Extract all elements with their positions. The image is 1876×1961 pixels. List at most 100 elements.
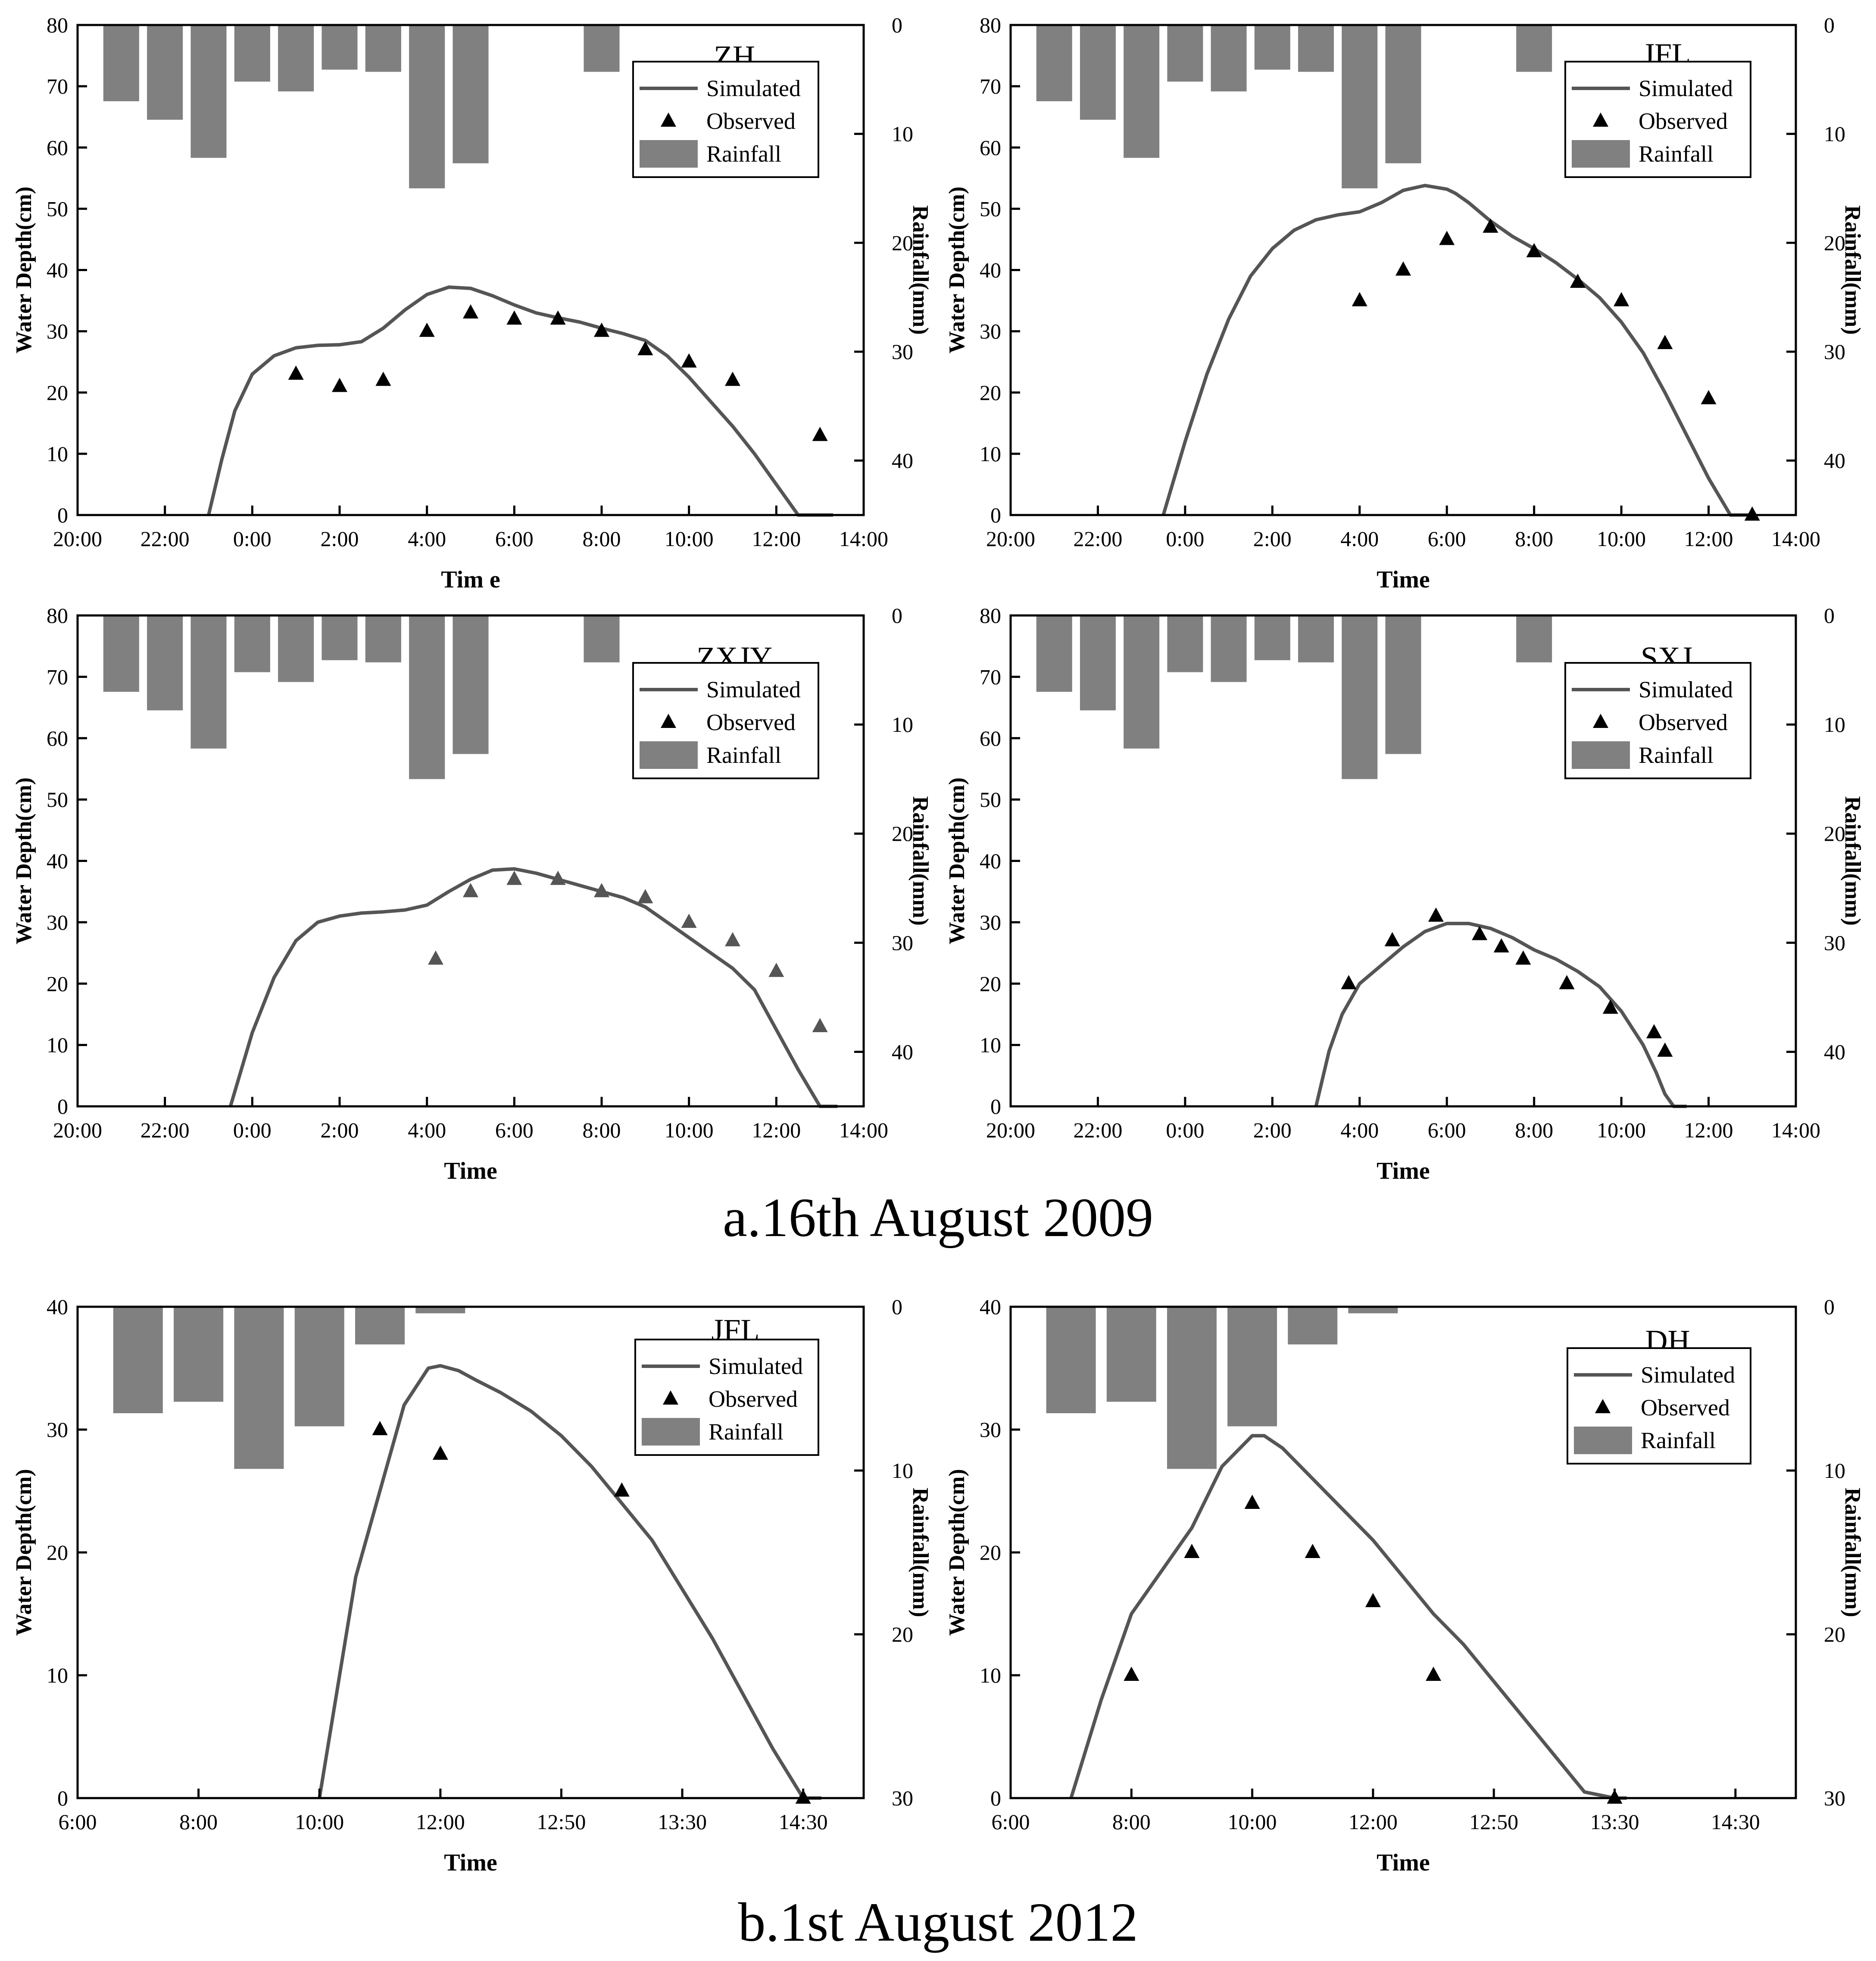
y2-tick-label: 20: [892, 821, 913, 846]
rainfall-bar: [322, 25, 358, 70]
y-tick-label: 40: [980, 1295, 1001, 1319]
observed-marker: [1701, 390, 1717, 404]
x-tick-label: 22:00: [140, 1118, 190, 1142]
observed-marker: [594, 322, 609, 337]
x-tick-label: 12:00: [752, 1118, 801, 1142]
y-tick-label: 30: [980, 1418, 1001, 1442]
observed-marker: [1515, 950, 1531, 965]
legend-swatch-rainfall: [1572, 140, 1630, 168]
x-tick-label: 4:00: [1340, 527, 1379, 551]
y-tick-label: 0: [990, 503, 1001, 527]
observed-marker: [428, 950, 443, 965]
legend-label: Simulated: [1641, 1362, 1735, 1388]
chart-a-zh: 20:00 22:00 0:00 2:00 4:00 6:00 8:00 10:00 12:00…: [12, 13, 933, 593]
legend-label: Observed: [1641, 1395, 1730, 1421]
rainfall-bar: [294, 1307, 344, 1427]
x-tick-label: 10:00: [1597, 1118, 1646, 1142]
simulated-line: [318, 1364, 821, 1800]
x-tick-label: 8:00: [1515, 527, 1553, 551]
rainfall-bar: [415, 1307, 465, 1314]
x-tick-label: 0:00: [233, 1118, 272, 1142]
rainfall-bar: [190, 25, 227, 158]
y2-tick-label: 30: [892, 340, 913, 364]
x-tick-label: 2:00: [321, 527, 359, 551]
simulated-line: [207, 285, 833, 517]
x-tick-label: 4:00: [408, 527, 446, 551]
y2-tick-label: 40: [892, 449, 913, 473]
rainfall-bar: [453, 25, 489, 163]
observed-marker: [506, 310, 522, 325]
y-tick-label: 20: [47, 971, 68, 996]
rainfall-bar: [234, 1307, 284, 1469]
observed-marker: [1244, 1495, 1260, 1509]
rainfall-bars: [103, 25, 620, 188]
rainfall-bar: [1298, 615, 1334, 662]
rainfall-bar: [365, 615, 401, 662]
y2-tick-label: 30: [892, 931, 913, 955]
y-tick-label: 60: [980, 726, 1001, 750]
y2-tick-label: 30: [892, 1786, 913, 1810]
y-tick-label: 20: [980, 381, 1001, 405]
y-tick-label: 50: [47, 787, 68, 812]
legend: Simulated Observed Rainfall: [1564, 61, 1751, 178]
y-tick-label: 10: [47, 1033, 68, 1057]
rainfall-bar: [1046, 1307, 1096, 1413]
simulated-line: [228, 867, 838, 1108]
observed-marker: [288, 365, 304, 380]
y2-tick-label: 30: [1824, 340, 1845, 364]
y2-axis-label: Rainfall(mm): [1840, 796, 1865, 925]
simulated-line: [1069, 1434, 1627, 1800]
observed-marker: [1570, 273, 1586, 288]
y-tick-label: 30: [47, 1418, 68, 1442]
x-tick-label: 0:00: [1166, 527, 1204, 551]
observed-marker: [681, 913, 697, 928]
y-tick-label: 20: [980, 1540, 1001, 1564]
legend-swatch-rainfall: [640, 140, 698, 168]
observed-marker: [1614, 292, 1629, 306]
legend: Simulated Observed Rainfall: [632, 61, 819, 178]
observed-marker: [1365, 1593, 1381, 1607]
x-tick-label: 6:00: [495, 527, 534, 551]
observed-marker: [375, 372, 391, 386]
y-tick-label: 60: [47, 726, 68, 750]
x-tick-label: 6:00: [1428, 1118, 1466, 1142]
observed-marker: [1184, 1544, 1200, 1558]
observed-marker: [725, 372, 740, 386]
x-tick-label: 0:00: [233, 527, 272, 551]
x-tick-label: 8:00: [1112, 1810, 1151, 1834]
legend-label: Simulated: [706, 677, 801, 703]
legend-label: Observed: [706, 108, 796, 134]
y2-tick-label: 30: [1824, 931, 1845, 955]
legend-swatch-observed: [1593, 112, 1608, 127]
legend-swatch-rainfall: [642, 1418, 700, 1446]
y-tick-label: 70: [47, 665, 68, 689]
y2-tick-label: 20: [1824, 821, 1845, 846]
y-axis-label: Water Depth(cm): [12, 1469, 36, 1636]
observed-marker: [812, 1018, 828, 1032]
observed-points: [372, 1421, 811, 1804]
x-tick-label: 22:00: [1073, 1118, 1122, 1142]
x-tick-label: 8:00: [1515, 1118, 1553, 1142]
observed-marker: [725, 932, 740, 946]
x-tick-label: 14:00: [839, 1118, 888, 1142]
observed-marker: [1526, 243, 1542, 257]
y-axis-label: Water Depth(cm): [12, 187, 36, 354]
rainfall-bars: [113, 1307, 465, 1469]
legend-swatch-observed: [1593, 714, 1608, 728]
caption-a: a.16th August 2009: [722, 1187, 1154, 1248]
y2-tick-label: 20: [1824, 1622, 1845, 1646]
rainfall-bar: [103, 25, 139, 101]
rainfall-bar: [1254, 25, 1290, 70]
y2-axis-label: Rainfall(mm): [1840, 205, 1865, 334]
rainfall-bar: [1106, 1307, 1156, 1402]
observed-marker: [637, 889, 653, 903]
y-tick-label: 40: [47, 849, 68, 873]
x-tick-label: 10:00: [665, 527, 714, 551]
y-tick-label: 40: [47, 258, 68, 282]
legend-label: Observed: [706, 709, 796, 735]
rainfall-bar: [584, 615, 620, 662]
y-tick-label: 0: [57, 1786, 68, 1810]
observed-marker: [1428, 907, 1444, 922]
rainfall-bar: [147, 615, 183, 711]
